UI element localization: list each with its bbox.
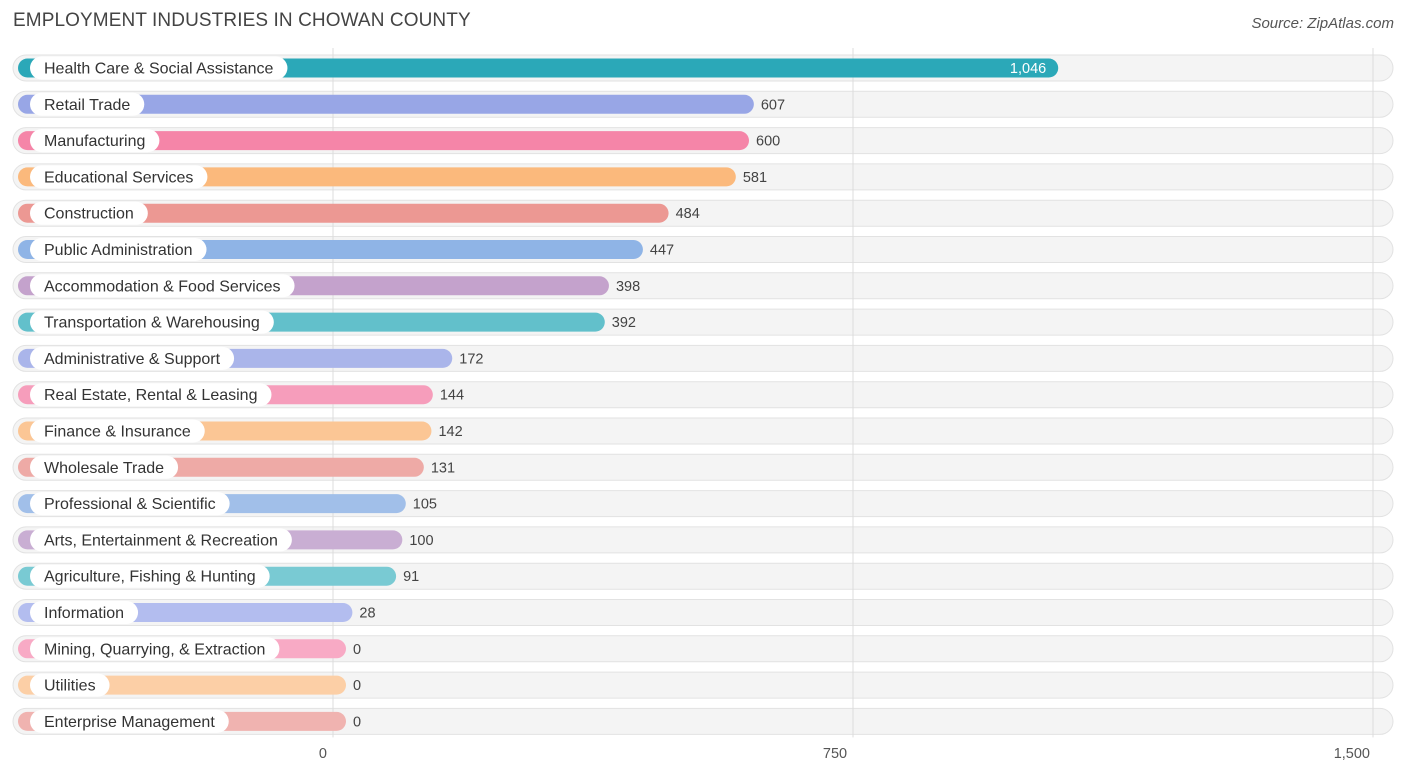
bar-group: Finance & Insurance 142 <box>18 419 463 443</box>
value-label: 105 <box>413 497 437 513</box>
category-label-pill <box>30 92 145 116</box>
bar-group: Professional & Scientific 105 <box>18 492 437 516</box>
bar-group: Manufacturing 600 <box>18 129 780 153</box>
bar-group: Information 28 <box>18 601 376 624</box>
value-label: 131 <box>431 460 455 476</box>
bar <box>18 203 669 223</box>
category-label: Administrative & Support <box>44 351 221 368</box>
bar-group: Agriculture, Fishing & Hunting 91 <box>18 564 419 588</box>
category-label: Utilities <box>44 678 96 695</box>
category-label: Real Estate, Rental & Leasing <box>44 387 257 404</box>
bar <box>18 94 754 114</box>
bar-group: Educational Services 581 <box>18 165 767 189</box>
category-label-pill <box>30 56 288 80</box>
category-label: Educational Services <box>44 169 193 186</box>
category-label: Public Administration <box>44 242 193 259</box>
bar-group: Construction 484 <box>18 201 700 225</box>
category-label-pill <box>30 201 148 225</box>
value-label: 1,046 <box>1010 61 1046 77</box>
category-label-pill <box>30 709 229 733</box>
row-background <box>12 707 1394 735</box>
category-label: Enterprise Management <box>44 714 215 731</box>
x-tick-label: 1,500 <box>1334 746 1370 762</box>
category-label: Arts, Entertainment & Recreation <box>44 532 278 549</box>
bar <box>18 131 749 151</box>
value-label: 0 <box>353 678 361 694</box>
bar-group: Retail Trade 607 <box>18 92 785 116</box>
bar-group: Accommodation & Food Services 398 <box>18 274 640 298</box>
category-label-pill <box>30 528 292 552</box>
category-label: Manufacturing <box>44 133 145 150</box>
category-label: Transportation & Warehousing <box>44 315 260 332</box>
chart-title: EMPLOYMENT INDUSTRIES IN CHOWAN COUNTY <box>13 10 471 31</box>
category-label-pill <box>30 129 160 153</box>
category-label: Information <box>44 605 124 622</box>
category-label-pill <box>30 419 205 443</box>
value-label: 91 <box>403 569 419 585</box>
bar-group: Arts, Entertainment & Recreation 100 <box>18 528 434 552</box>
value-label: 28 <box>359 606 375 622</box>
category-label-pill <box>30 165 208 189</box>
value-label: 100 <box>409 533 433 549</box>
bar-group: Utilities 0 <box>18 673 361 697</box>
bar-group: Transportation & Warehousing 392 <box>18 310 636 334</box>
value-label: 144 <box>440 388 464 404</box>
category-label: Professional & Scientific <box>44 496 216 513</box>
value-label: 607 <box>761 97 785 113</box>
category-label-pill <box>30 310 274 334</box>
value-label: 447 <box>650 243 674 259</box>
value-label: 581 <box>743 170 767 186</box>
bar-group: Wholesale Trade 131 <box>18 455 455 479</box>
source-note: Source: ZipAtlas.com <box>1251 15 1394 32</box>
row-background <box>12 635 1394 663</box>
value-label: 484 <box>676 206 700 222</box>
category-label-pill <box>30 455 179 479</box>
category-label-pill <box>30 492 230 516</box>
category-label: Finance & Insurance <box>44 424 191 441</box>
category-label-pill <box>30 564 270 588</box>
category-label-pill <box>30 383 272 407</box>
value-label: 142 <box>438 424 462 440</box>
row-background <box>12 671 1394 699</box>
value-label: 398 <box>616 279 640 295</box>
value-label: 600 <box>756 134 780 150</box>
row-background <box>12 599 1394 626</box>
category-label: Mining, Quarrying, & Extraction <box>44 641 265 658</box>
category-label: Wholesale Trade <box>44 460 164 477</box>
category-label-pill <box>30 601 139 624</box>
bar-group: Real Estate, Rental & Leasing 144 <box>18 383 464 407</box>
x-tick-label: 0 <box>319 746 327 762</box>
category-label: Retail Trade <box>44 97 130 114</box>
x-tick-label: 750 <box>823 746 847 762</box>
bar-group: Enterprise Management 0 <box>18 709 361 733</box>
bar-group: Mining, Quarrying, & Extraction 0 <box>18 637 361 661</box>
category-label-pill <box>30 346 235 370</box>
bar-group: Health Care & Social Assistance 1,046 <box>18 56 1059 80</box>
value-label: 0 <box>353 642 361 658</box>
category-label-pill <box>30 238 207 261</box>
category-label-pill <box>30 637 280 661</box>
category-label-pill <box>30 274 295 298</box>
category-label-pill <box>30 673 110 697</box>
value-label: 0 <box>353 714 361 730</box>
category-label: Health Care & Social Assistance <box>44 61 274 78</box>
value-label: 392 <box>612 315 636 331</box>
category-label: Accommodation & Food Services <box>44 278 281 295</box>
bar-group: Public Administration 447 <box>18 238 674 261</box>
bar-group: Administrative & Support 172 <box>18 346 483 370</box>
category-label: Construction <box>44 206 134 223</box>
value-label: 172 <box>459 351 483 367</box>
category-label: Agriculture, Fishing & Hunting <box>44 569 256 586</box>
